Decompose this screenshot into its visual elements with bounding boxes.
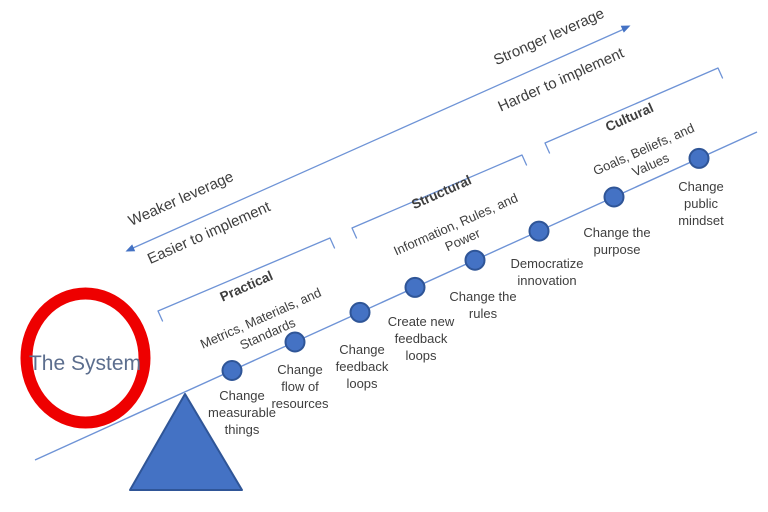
point-label-4: Create new feedback loops bbox=[387, 314, 455, 363]
bracket-cultural bbox=[544, 67, 724, 154]
point-dot-4 bbox=[404, 276, 426, 298]
point-label-2: Change flow of resources bbox=[271, 362, 329, 411]
system-circle bbox=[20, 287, 151, 429]
leverage-arrow-line bbox=[132, 28, 624, 249]
point-label-3: Change feedback loops bbox=[335, 342, 389, 391]
fulcrum-triangle bbox=[129, 393, 243, 491]
point-label-8: Change public mindset bbox=[678, 179, 724, 228]
bracket-structural bbox=[351, 154, 528, 239]
point-dot-7 bbox=[603, 186, 625, 208]
system-label: The System bbox=[28, 352, 142, 375]
point-label-7: Change the purpose bbox=[583, 225, 651, 257]
point-label-5: Change the rules bbox=[449, 289, 517, 321]
point-dot-8 bbox=[688, 147, 710, 169]
point-dot-2 bbox=[284, 331, 306, 353]
point-label-6: Democratize innovation bbox=[510, 256, 584, 288]
lever-line bbox=[34, 131, 758, 461]
point-label-1: Change measurable things bbox=[208, 388, 276, 437]
point-dot-3 bbox=[349, 301, 371, 323]
arrowhead-left-icon bbox=[125, 244, 136, 252]
point-dot-5 bbox=[464, 249, 486, 271]
point-dot-6 bbox=[528, 220, 550, 242]
bracket-practical bbox=[157, 237, 336, 322]
point-dot-1 bbox=[221, 360, 243, 381]
arrowhead-right-icon bbox=[620, 25, 631, 33]
